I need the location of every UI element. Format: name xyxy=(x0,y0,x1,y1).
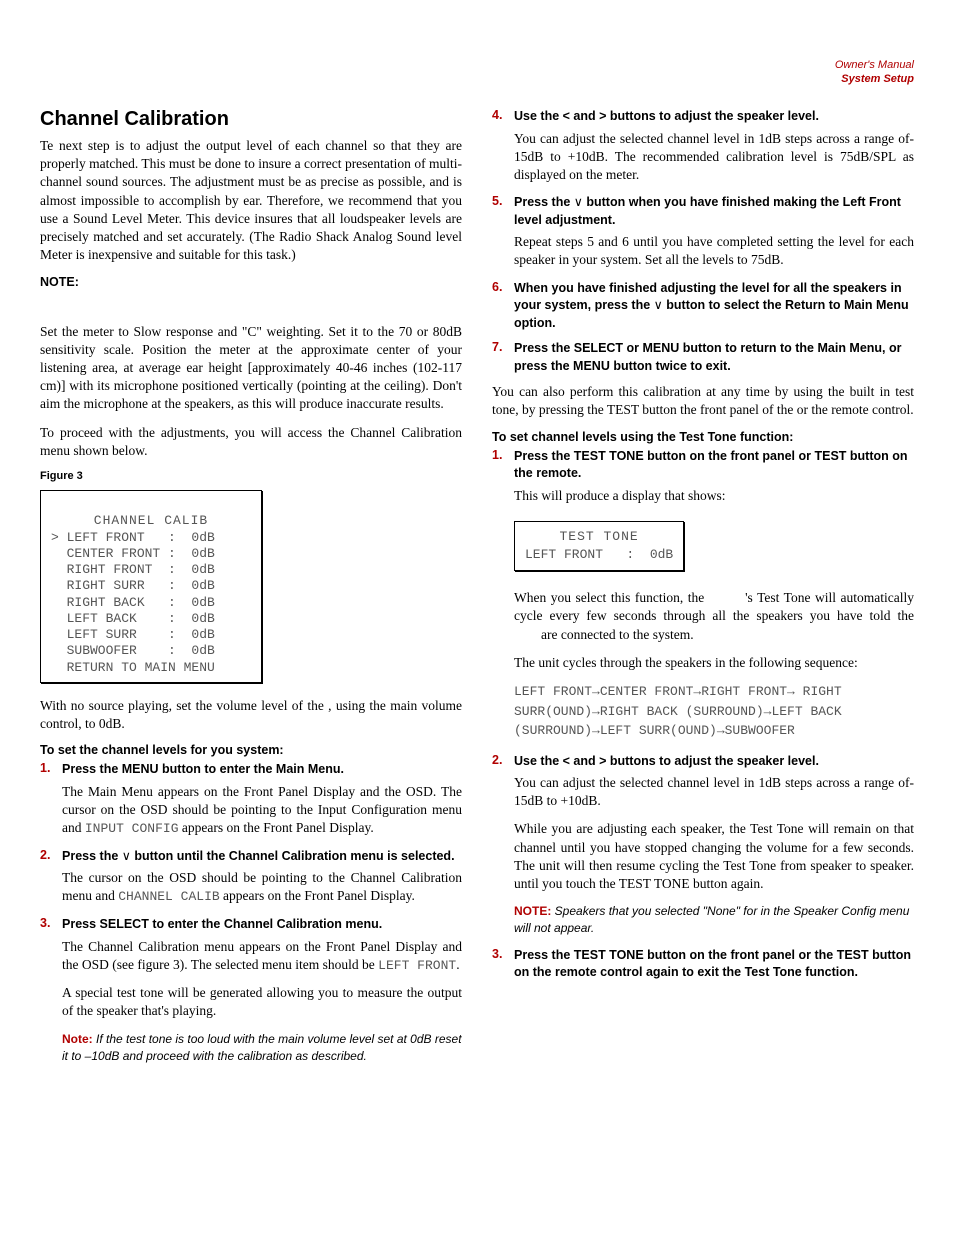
right-steps-1: Use the < and > buttons to adjust the sp… xyxy=(492,108,914,375)
step-4: Use the < and > buttons to adjust the sp… xyxy=(492,108,914,184)
osd-row: > LEFT FRONT : 0dB xyxy=(51,530,215,545)
step-1: Press the MENU button to enter the Main … xyxy=(40,761,462,837)
step-note: Note: If the test tone is too loud with … xyxy=(62,1031,462,1065)
test-tone-paragraph: You can also perform this calibration at… xyxy=(492,383,914,419)
step-2: Press the ∨ button until the Channel Cal… xyxy=(40,848,462,906)
step-lead: Press the TEST TONE button on the front … xyxy=(514,448,914,483)
tt-step-1: Press the TEST TONE button on the front … xyxy=(492,448,914,741)
step-body: This will produce a display that shows: xyxy=(514,487,914,505)
step-lead: Press the SELECT or MENU button to retur… xyxy=(514,340,914,375)
intro-paragraph: Te next step is to adjust the output lev… xyxy=(40,137,462,265)
section-heading: Channel Calibration xyxy=(40,108,462,131)
proceed-paragraph: To proceed with the adjustments, you wil… xyxy=(40,424,462,460)
step-3: Press SELECT to enter the Channel Calibr… xyxy=(40,916,462,1064)
right-steps-2: Press the TEST TONE button on the front … xyxy=(492,448,914,982)
osd-channel-calib: CHANNEL CALIB> LEFT FRONT : 0dB CENTER F… xyxy=(40,490,262,683)
osd-row: RIGHT BACK : 0dB xyxy=(51,595,215,610)
step-lead: Use the < and > buttons to adjust the sp… xyxy=(514,108,914,126)
step-lead: Press the ∨ button when you have finishe… xyxy=(514,194,914,229)
step-5: Press the ∨ button when you have finishe… xyxy=(492,194,914,269)
tt-step-3: Press the TEST TONE button on the front … xyxy=(492,947,914,982)
step-body: The Main Menu appears on the Front Panel… xyxy=(62,783,462,838)
header-line1: Owner's Manual xyxy=(835,58,914,72)
osd-row: LEFT FRONT : 0dB xyxy=(525,547,673,562)
step-lead: Press the MENU button to enter the Main … xyxy=(62,761,462,779)
page-header: Owner's Manual System Setup xyxy=(835,58,914,87)
osd-title: CHANNEL CALIB xyxy=(51,513,251,529)
step-body: Repeat steps 5 and 6 until you have comp… xyxy=(514,233,914,269)
subhead: To set the channel levels for you system… xyxy=(40,743,462,757)
step-body: The Channel Calibration menu appears on … xyxy=(62,938,462,975)
osd-row: LEFT SURR : 0dB xyxy=(51,627,215,642)
speaker-sequence: LEFT FRONT→CENTER FRONT→RIGHT FRONT→ RIG… xyxy=(514,682,914,741)
osd-row: CENTER FRONT : 0dB xyxy=(51,546,215,561)
meter-paragraph: Set the meter to Slow response and "C" w… xyxy=(40,323,462,414)
osd-row: RIGHT FRONT : 0dB xyxy=(51,562,215,577)
step-lead: When you have finished adjusting the lev… xyxy=(514,280,914,333)
step-lead: Press the ∨ button until the Channel Cal… xyxy=(62,848,462,866)
osd-row: LEFT BACK : 0dB xyxy=(51,611,215,626)
step-lead: Use the < and > buttons to adjust the sp… xyxy=(514,753,914,771)
tt-para-2: The unit cycles through the speakers in … xyxy=(514,654,914,672)
step-note: NOTE: Speakers that you selected "None" … xyxy=(514,903,914,937)
osd-row: RIGHT SURR : 0dB xyxy=(51,578,215,593)
step-body: You can adjust the selected channel leve… xyxy=(514,774,914,810)
left-column: Channel Calibration Te next step is to a… xyxy=(40,108,462,1074)
header-line2: System Setup xyxy=(835,72,914,86)
tt-para-1: When you select this function, the 's Te… xyxy=(514,589,914,644)
osd-row: RETURN TO MAIN MENU xyxy=(51,660,215,675)
step-7: Press the SELECT or MENU button to retur… xyxy=(492,340,914,375)
osd-title: TEST TONE xyxy=(525,528,673,546)
tt-step-2: Use the < and > buttons to adjust the sp… xyxy=(492,753,914,937)
step-body: You can adjust the selected channel leve… xyxy=(514,130,914,185)
osd-row: SUBWOOFER : 0dB xyxy=(51,643,215,658)
step-body-2: A special test tone will be generated al… xyxy=(62,984,462,1020)
left-steps: Press the MENU button to enter the Main … xyxy=(40,761,462,1064)
osd-test-tone: TEST TONELEFT FRONT : 0dB xyxy=(514,521,684,571)
right-column: Use the < and > buttons to adjust the sp… xyxy=(492,108,914,1074)
step-lead: Press the TEST TONE button on the front … xyxy=(514,947,914,982)
figure-label: Figure 3 xyxy=(40,470,462,482)
step-lead: Press SELECT to enter the Channel Calibr… xyxy=(62,916,462,934)
step-body-2: While you are adjusting each speaker, th… xyxy=(514,820,914,893)
step-body: The cursor on the OSD should be pointing… xyxy=(62,869,462,906)
step-6: When you have finished adjusting the lev… xyxy=(492,280,914,333)
note-label: NOTE: xyxy=(40,275,462,289)
volume-paragraph: With no source playing, set the volume l… xyxy=(40,697,462,733)
subhead-2: To set channel levels using the Test Ton… xyxy=(492,430,914,444)
